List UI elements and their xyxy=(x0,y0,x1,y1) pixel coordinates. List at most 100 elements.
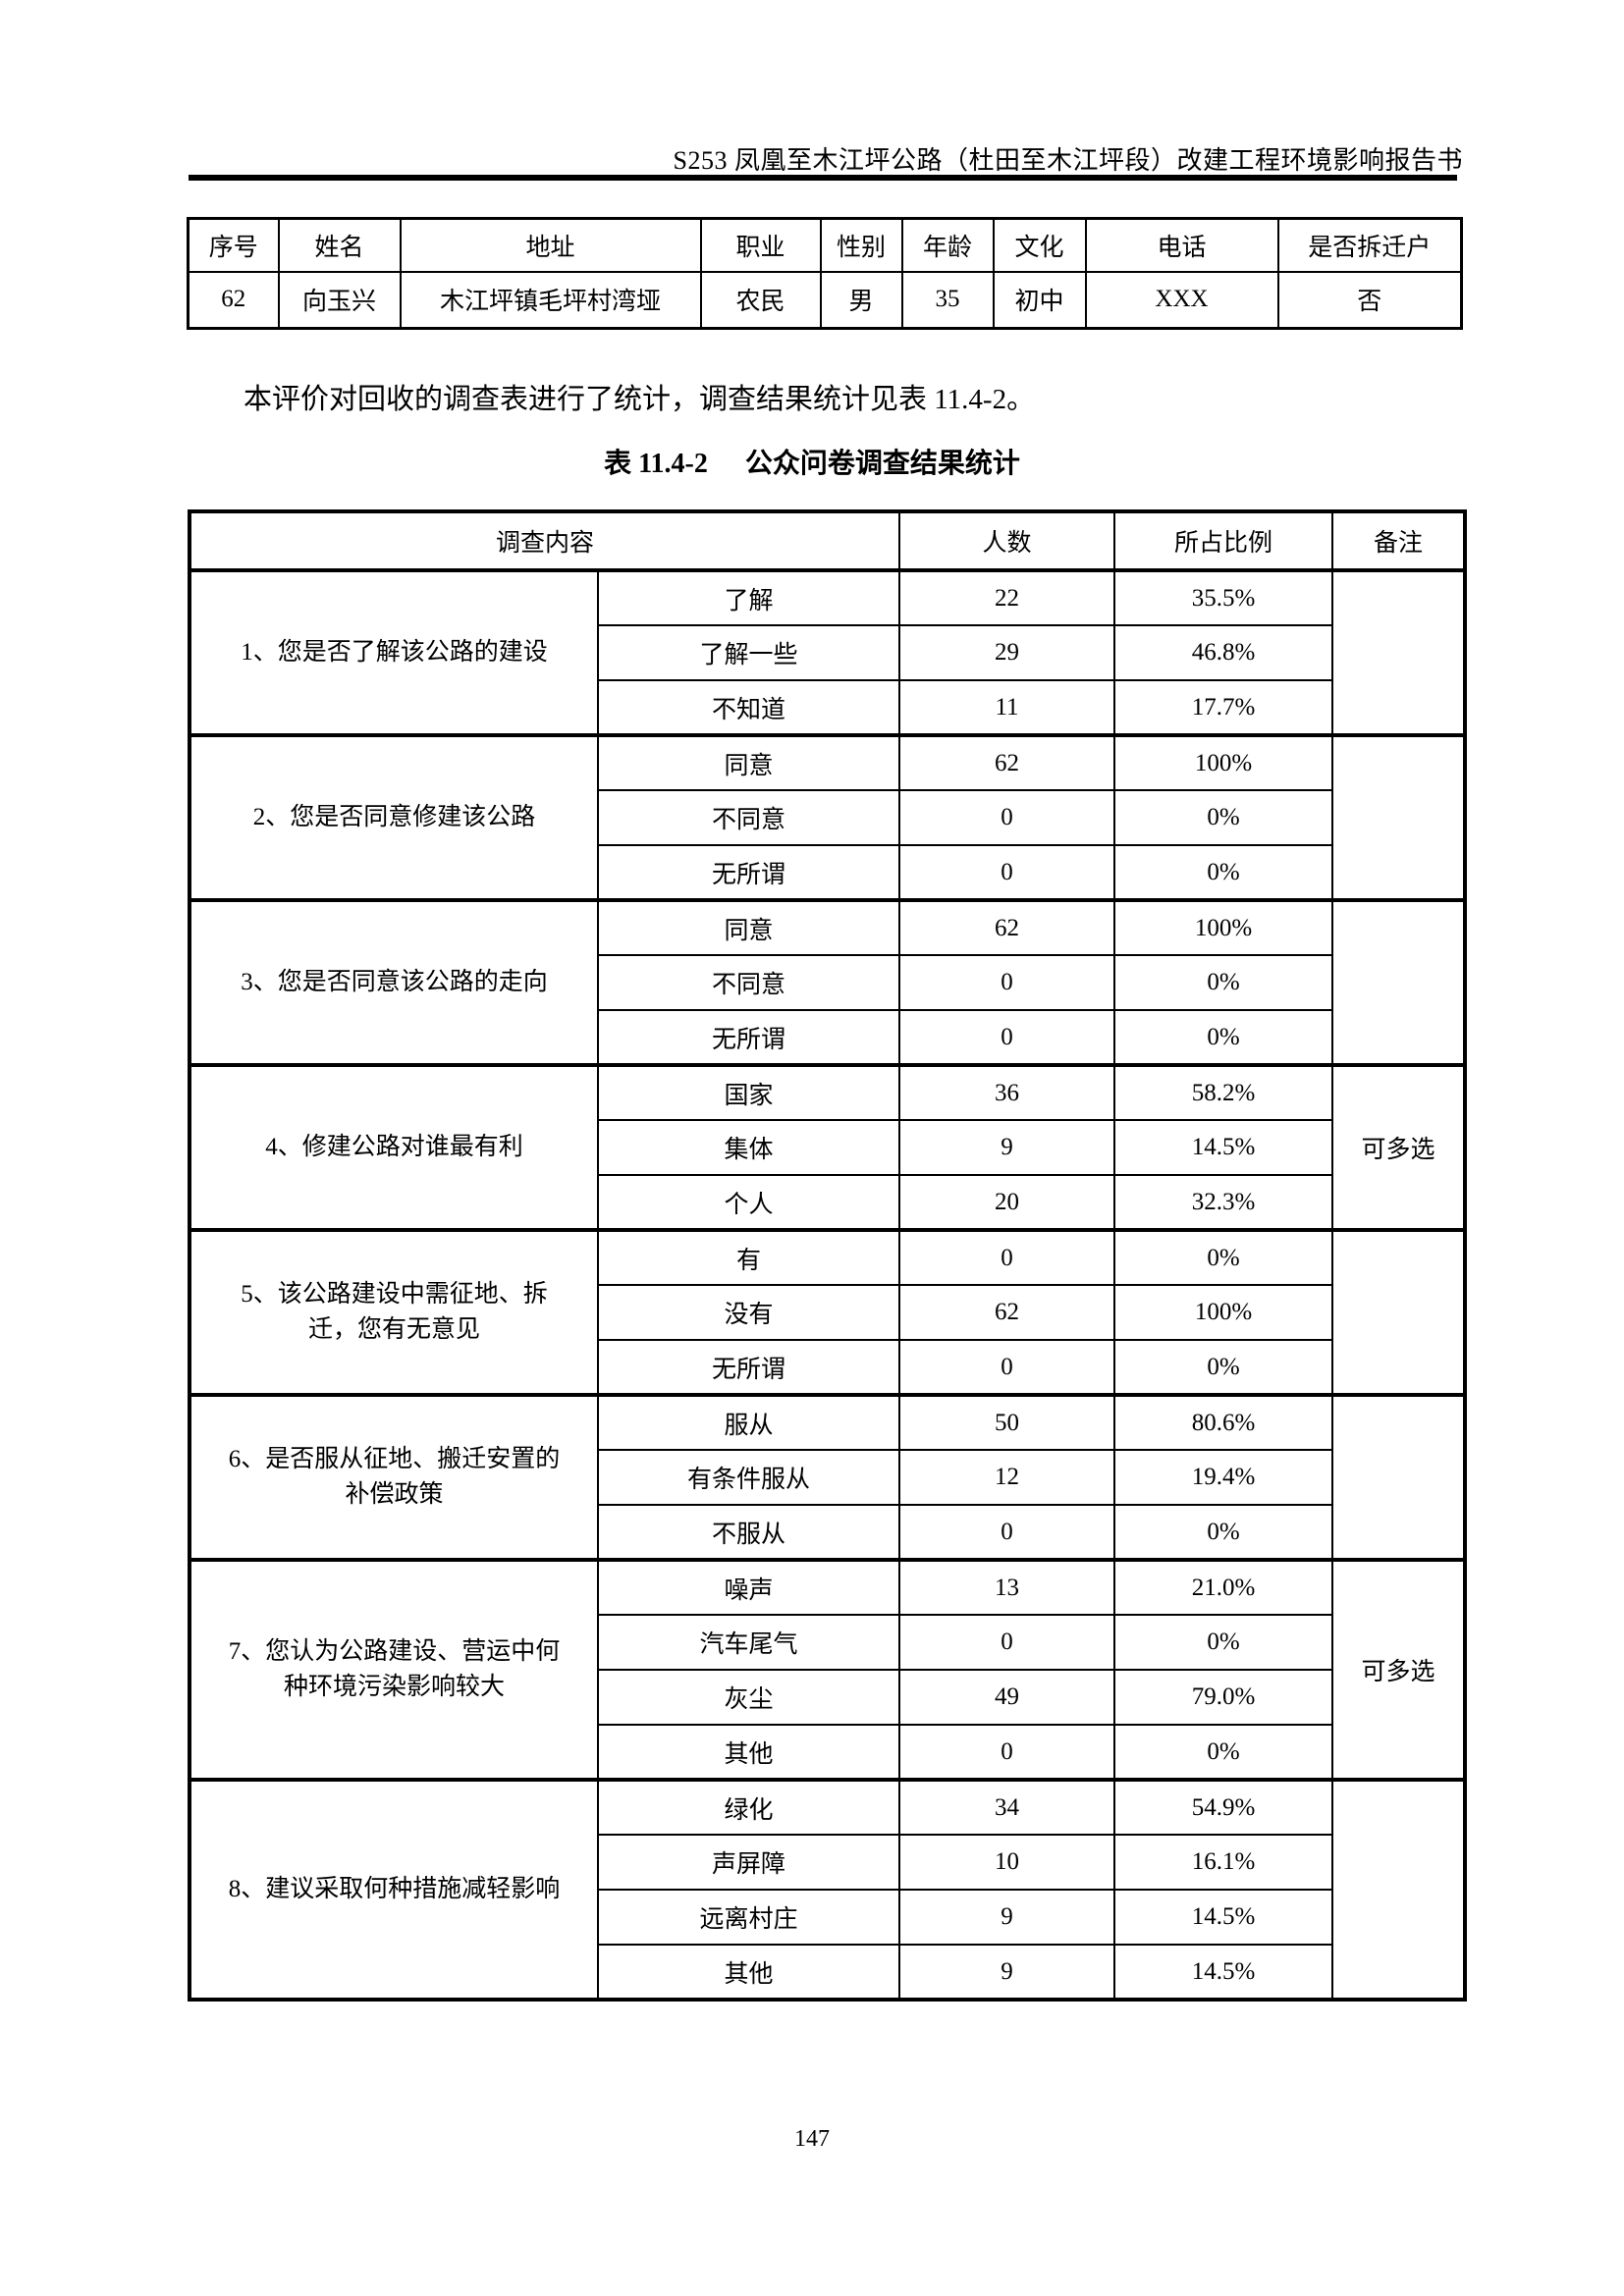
remark-cell xyxy=(1331,1393,1467,1561)
table-row: 3、您是否同意该公路的走向 同意 62 100% xyxy=(189,898,1467,1066)
count-cell: 9 xyxy=(898,1889,1116,1946)
header-cell: 是否拆迁户 xyxy=(1276,217,1463,273)
header-cell: 年龄 xyxy=(900,217,995,273)
ratio-cell: 0% xyxy=(1113,954,1334,1011)
ratio-cell: 0% xyxy=(1113,1504,1334,1561)
header-cell: 序号 xyxy=(187,217,280,273)
header-cell: 地址 xyxy=(399,217,702,273)
cell-address: 木江坪镇毛坪村湾垭 xyxy=(399,270,702,330)
ratio-cell: 0% xyxy=(1113,1228,1334,1286)
table-row: 6、是否服从征地、搬迁安置的补偿政策 服从 50 80.6% xyxy=(189,1393,1467,1561)
remark-cell xyxy=(1331,1228,1467,1396)
table-row: 有条件服从 12 19.4% xyxy=(189,1449,1465,1506)
option-cell: 远离村庄 xyxy=(596,1889,901,1946)
header-cell: 职业 xyxy=(699,217,822,273)
table-row: 4、修建公路对谁最有利 国家 36 58.2% 可多选 xyxy=(189,1063,1467,1231)
cell-education: 初中 xyxy=(992,270,1087,330)
option-cell: 有 xyxy=(596,1228,901,1286)
table-row: 5、该公路建设中需征地、拆迁，您有无意见 有 0 0% xyxy=(189,1228,1467,1396)
ratio-cell: 58.2% xyxy=(1113,1063,1334,1121)
cell-seq: 62 xyxy=(187,270,280,330)
table-row: 7、您认为公路建设、营运中何种环境污染影响较大 噪声 13 21.0% 可多选 xyxy=(189,1558,1467,1781)
count-cell: 0 xyxy=(898,954,1116,1011)
ratio-cell: 0% xyxy=(1113,844,1334,901)
table-row: 不同意 0 0% xyxy=(189,789,1465,846)
count-cell: 0 xyxy=(898,1504,1116,1561)
question-cell: 3、您是否同意该公路的走向 xyxy=(189,898,599,1066)
table-row: 了解一些 29 46.8% xyxy=(189,624,1465,681)
header-cell-content: 调查内容 xyxy=(188,510,901,572)
table-row: 集体 9 14.5% xyxy=(189,1119,1465,1176)
ratio-cell: 0% xyxy=(1113,789,1334,846)
ratio-cell: 14.5% xyxy=(1113,1889,1334,1946)
table-row: 无所谓 0 0% xyxy=(189,844,1465,901)
option-cell: 没有 xyxy=(596,1284,901,1341)
count-cell: 9 xyxy=(898,1119,1116,1176)
option-cell: 其他 xyxy=(596,1724,901,1781)
header-cell: 文化 xyxy=(992,217,1087,273)
question-cell: 1、您是否了解该公路的建设 xyxy=(189,568,599,736)
count-cell: 62 xyxy=(898,898,1116,956)
option-cell: 不同意 xyxy=(596,954,901,1011)
ratio-cell: 0% xyxy=(1113,1724,1334,1781)
table-row: 8、建议采取何种措施减轻影响 绿化 34 54.9% xyxy=(189,1778,1467,2001)
table-row: 没有 62 100% xyxy=(189,1284,1465,1341)
option-cell: 服从 xyxy=(596,1393,901,1451)
running-header-title: S253 凤凰至木江坪公路（杜田至木江坪段）改建工程环境影响报告书 xyxy=(673,146,1463,175)
option-cell: 噪声 xyxy=(596,1558,901,1616)
option-cell: 不服从 xyxy=(596,1504,901,1561)
count-cell: 0 xyxy=(898,1009,1116,1066)
option-cell: 了解 xyxy=(596,568,901,626)
count-cell: 49 xyxy=(898,1669,1116,1726)
cell-age: 35 xyxy=(900,270,995,330)
option-cell: 了解一些 xyxy=(596,624,901,681)
count-cell: 9 xyxy=(898,1944,1116,2001)
count-cell: 0 xyxy=(898,1614,1116,1671)
count-cell: 29 xyxy=(898,624,1116,681)
remark-cell: 可多选 xyxy=(1331,1063,1467,1231)
question-cell: 4、修建公路对谁最有利 xyxy=(189,1063,599,1231)
header-cell-remark: 备注 xyxy=(1331,510,1467,572)
count-cell: 0 xyxy=(898,1228,1116,1286)
cell-phone: XXX xyxy=(1084,270,1279,330)
question-cell: 7、您认为公路建设、营运中何种环境污染影响较大 xyxy=(189,1558,599,1781)
header-rule xyxy=(189,175,1457,181)
table-row: 远离村庄 9 14.5% xyxy=(189,1889,1465,1946)
table-row: 其他 0 0% xyxy=(189,1724,1465,1781)
option-cell: 集体 xyxy=(596,1119,901,1176)
count-cell: 20 xyxy=(898,1174,1116,1231)
remark-cell xyxy=(1331,568,1467,736)
ratio-cell: 32.3% xyxy=(1113,1174,1334,1231)
table-row: 2、您是否同意修建该公路 同意 62 100% xyxy=(189,733,1467,901)
option-cell: 同意 xyxy=(596,898,901,956)
option-cell: 灰尘 xyxy=(596,1669,901,1726)
table-row: 其他 9 14.5% xyxy=(189,1944,1465,2001)
option-cell: 无所谓 xyxy=(596,844,901,901)
header-cell-ratio: 所占比例 xyxy=(1113,510,1334,572)
table-row: 不同意 0 0% xyxy=(189,954,1465,1011)
option-cell: 有条件服从 xyxy=(596,1449,901,1506)
count-cell: 12 xyxy=(898,1449,1116,1506)
ratio-cell: 0% xyxy=(1113,1009,1334,1066)
cell-name: 向玉兴 xyxy=(277,270,402,330)
option-cell: 声屏障 xyxy=(596,1834,901,1891)
ratio-cell: 100% xyxy=(1113,1284,1334,1341)
remark-cell: 可多选 xyxy=(1331,1558,1467,1781)
question-cell: 6、是否服从征地、搬迁安置的补偿政策 xyxy=(189,1393,599,1561)
option-cell: 个人 xyxy=(596,1174,901,1231)
question-cell: 2、您是否同意修建该公路 xyxy=(189,733,599,901)
table-row: 无所谓 0 0% xyxy=(189,1009,1465,1066)
option-cell: 其他 xyxy=(596,1944,901,2001)
remark-cell xyxy=(1331,733,1467,901)
table-row: 汽车尾气 0 0% xyxy=(189,1614,1465,1671)
ratio-cell: 54.9% xyxy=(1113,1778,1334,1836)
count-cell: 62 xyxy=(898,733,1116,791)
count-cell: 36 xyxy=(898,1063,1116,1121)
ratio-cell: 35.5% xyxy=(1113,568,1334,626)
header-cell: 姓名 xyxy=(277,217,402,273)
ratio-cell: 100% xyxy=(1113,898,1334,956)
option-cell: 同意 xyxy=(596,733,901,791)
count-cell: 62 xyxy=(898,1284,1116,1341)
ratio-cell: 16.1% xyxy=(1113,1834,1334,1891)
